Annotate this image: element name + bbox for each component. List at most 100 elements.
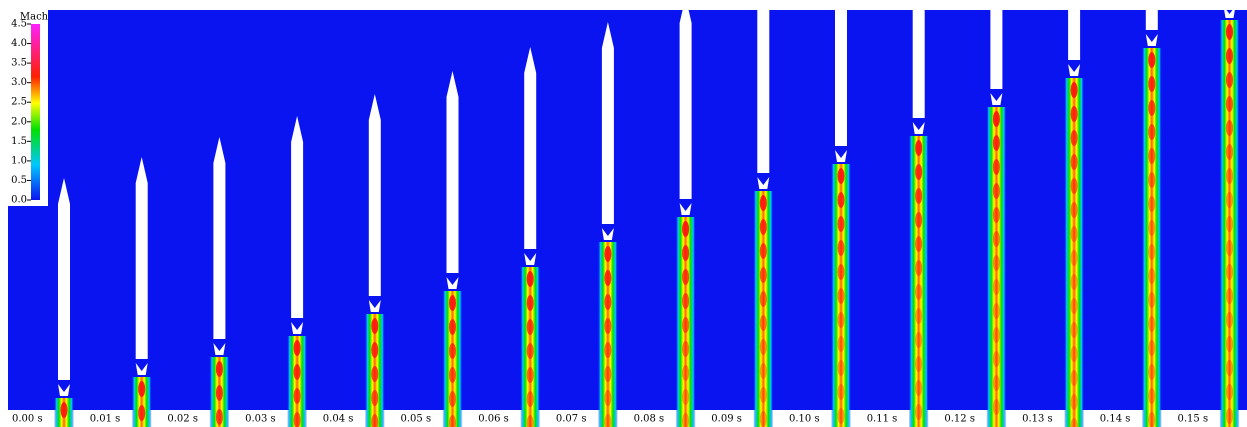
flow-field	[8, 10, 1247, 410]
shock-cell	[1226, 168, 1233, 184]
shock-cell	[1226, 216, 1233, 232]
shock-cell	[1071, 298, 1078, 314]
shock-cell	[1148, 148, 1155, 164]
shock-cell	[993, 207, 1000, 223]
shock-cell	[294, 388, 301, 404]
shock-cell	[993, 231, 1000, 247]
shock-cell	[682, 221, 689, 237]
simulation: Mach 0.00 s0.01 s0.02 s0.03 s0.04 s0.05 …	[0, 0, 1247, 427]
shock-cell	[1148, 76, 1155, 92]
shock-cell	[760, 339, 767, 355]
shock-cell	[1071, 202, 1078, 218]
shock-cell	[993, 183, 1000, 199]
time-label: 0.10 s	[789, 414, 820, 425]
shock-cell	[527, 319, 534, 335]
rocket	[835, 0, 847, 146]
time-label: 0.02 s	[167, 414, 198, 425]
time-label: 0.04 s	[323, 414, 354, 425]
shock-cell	[993, 159, 1000, 175]
shock-cell	[371, 366, 378, 382]
shock-cell	[993, 279, 1000, 295]
shock-cell	[1148, 124, 1155, 140]
shock-cell	[760, 315, 767, 331]
shock-cell	[838, 168, 845, 184]
shock-cell	[527, 367, 534, 383]
shock-cell	[1071, 106, 1078, 122]
shock-cell	[993, 111, 1000, 127]
shock-cell	[1148, 388, 1155, 404]
shock-cell	[294, 340, 301, 356]
shock-cell	[1226, 408, 1233, 424]
shock-cell	[760, 219, 767, 235]
shock-cell	[1071, 274, 1078, 290]
shock-cell	[838, 336, 845, 352]
rocket	[136, 157, 148, 359]
time-label: 0.03 s	[245, 414, 276, 425]
colorbar-tick-label: 1.5	[11, 136, 27, 147]
shock-cell	[1148, 196, 1155, 212]
time-label: 0.15 s	[1178, 414, 1209, 425]
time-label: 0.00 s	[12, 414, 43, 425]
shock-cell	[838, 240, 845, 256]
shock-cell	[449, 367, 456, 383]
shock-cell	[1148, 52, 1155, 68]
colorbar-tick-label: 0.5	[11, 175, 27, 186]
time-label: 0.07 s	[556, 414, 587, 425]
shock-cell	[216, 385, 223, 401]
shock-cell	[682, 341, 689, 357]
shock-cell	[915, 188, 922, 204]
shock-cell	[993, 327, 1000, 343]
rocket	[913, 0, 925, 118]
shock-cell	[1148, 268, 1155, 284]
shock-cell	[527, 295, 534, 311]
shock-cell	[682, 389, 689, 405]
shock-cell	[993, 351, 1000, 367]
shock-cell	[1148, 316, 1155, 332]
shock-cell	[1071, 346, 1078, 362]
shock-cell	[915, 212, 922, 228]
shock-cell	[915, 404, 922, 420]
shock-cell	[993, 375, 1000, 391]
shock-cell	[1148, 340, 1155, 356]
shock-cell	[138, 405, 145, 421]
shock-cell	[1071, 82, 1078, 98]
shock-cell	[993, 303, 1000, 319]
time-label: 0.14 s	[1100, 414, 1131, 425]
shock-cell	[1071, 370, 1078, 386]
shock-cell	[294, 364, 301, 380]
shock-cell	[1226, 288, 1233, 304]
shock-cell	[604, 246, 611, 262]
shock-cell	[760, 243, 767, 259]
shock-cell	[1148, 172, 1155, 188]
shock-cell	[838, 216, 845, 232]
shock-cell	[1226, 360, 1233, 376]
shock-cell	[1071, 250, 1078, 266]
shock-cell	[527, 391, 534, 407]
shock-cell	[915, 236, 922, 252]
shock-cell	[1226, 240, 1233, 256]
shock-cell	[527, 271, 534, 287]
shock-cell	[449, 319, 456, 335]
shock-cell	[449, 391, 456, 407]
shock-cell	[1226, 120, 1233, 136]
shock-cell	[1148, 244, 1155, 260]
shock-cell	[138, 381, 145, 397]
colorbar-tick-label: 2.5	[11, 97, 27, 108]
shock-cell	[682, 365, 689, 381]
shock-cell	[1071, 178, 1078, 194]
time-label: 0.05 s	[401, 414, 432, 425]
shock-cell	[61, 402, 68, 418]
shock-cell	[527, 343, 534, 359]
shock-cell	[760, 291, 767, 307]
shock-cell	[760, 411, 767, 427]
shock-cell	[604, 390, 611, 406]
shock-cell	[1148, 292, 1155, 308]
rocket	[1068, 0, 1080, 60]
shock-cell	[1071, 322, 1078, 338]
time-label: 0.13 s	[1022, 414, 1053, 425]
shock-cell	[915, 260, 922, 276]
shock-cell	[1071, 394, 1078, 410]
shock-cell	[604, 318, 611, 334]
shock-cell	[915, 380, 922, 396]
shock-cell	[216, 409, 223, 425]
